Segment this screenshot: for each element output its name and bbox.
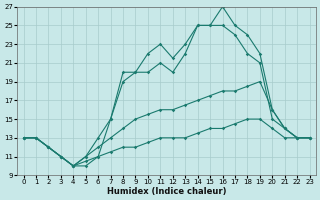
X-axis label: Humidex (Indice chaleur): Humidex (Indice chaleur) bbox=[107, 187, 226, 196]
